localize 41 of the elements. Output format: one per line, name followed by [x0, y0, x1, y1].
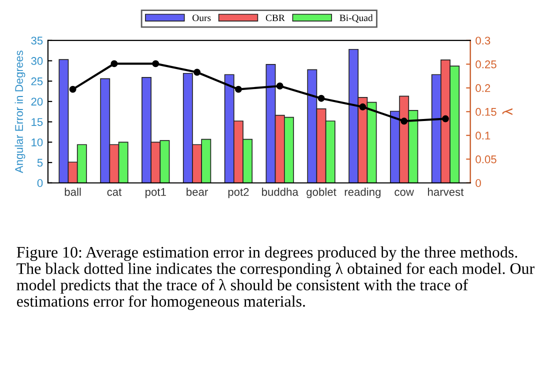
x-tick-label: goblet: [306, 188, 336, 198]
y2-tick-label: 0.05: [476, 155, 496, 164]
point: [194, 68, 201, 76]
y2-tick-label: 0: [476, 179, 481, 188]
y-tick-label: 10: [32, 138, 43, 146]
y2-tick-label: 0.3: [476, 36, 490, 45]
x-tick-label: buddha: [262, 188, 298, 196]
y-tick-label: 25: [31, 77, 43, 86]
x-tick-label: reading: [344, 188, 380, 198]
point: [359, 103, 366, 110]
y2-tick-label: 0.25: [476, 60, 496, 68]
point: [276, 82, 284, 90]
caption: Figure 10: Average estimation error in degrees produced by the three methods. The black dotted line indicates the corresponding λ obtained for each model. Our model predicts that the trace of λ should be consistent with the trace of estimations error for homogeneous materials.: [16, 246, 534, 310]
y-tick-label: 5: [37, 158, 43, 167]
y2-tick-label: 0.1: [476, 132, 490, 140]
legend-label: Ours: [192, 14, 211, 22]
point: [234, 86, 242, 93]
y-tick-label: 0: [37, 179, 43, 188]
y-tick-label: 35: [31, 36, 43, 45]
x-tick-label: pot1: [146, 188, 166, 198]
x-tick-label: harvest: [428, 188, 464, 196]
legend-label: CBR: [266, 14, 285, 22]
y-tick-label: 30: [31, 57, 43, 65]
y-tick-label: 15: [32, 118, 43, 126]
y2-tick-label: 0.2: [476, 84, 490, 92]
point: [442, 115, 449, 122]
y-tick-label: 20: [31, 98, 43, 106]
x-tick-label: cow: [394, 190, 414, 196]
y-axis-title: Angular Error in Degrees: [14, 50, 26, 174]
x-tick-label: ball: [64, 188, 81, 196]
point: [110, 60, 118, 68]
x-tick-label: bear: [186, 188, 208, 196]
point: [152, 60, 160, 68]
x-tick-label: pot2: [228, 188, 249, 198]
x-tick-label: cat: [107, 188, 122, 196]
y2-axis-title: λ: [502, 108, 512, 116]
legend-label: Bi-Quad: [340, 14, 373, 23]
point: [318, 94, 325, 102]
point: [69, 86, 76, 93]
y2-tick-label: 0.15: [476, 108, 496, 116]
point: [400, 118, 408, 125]
